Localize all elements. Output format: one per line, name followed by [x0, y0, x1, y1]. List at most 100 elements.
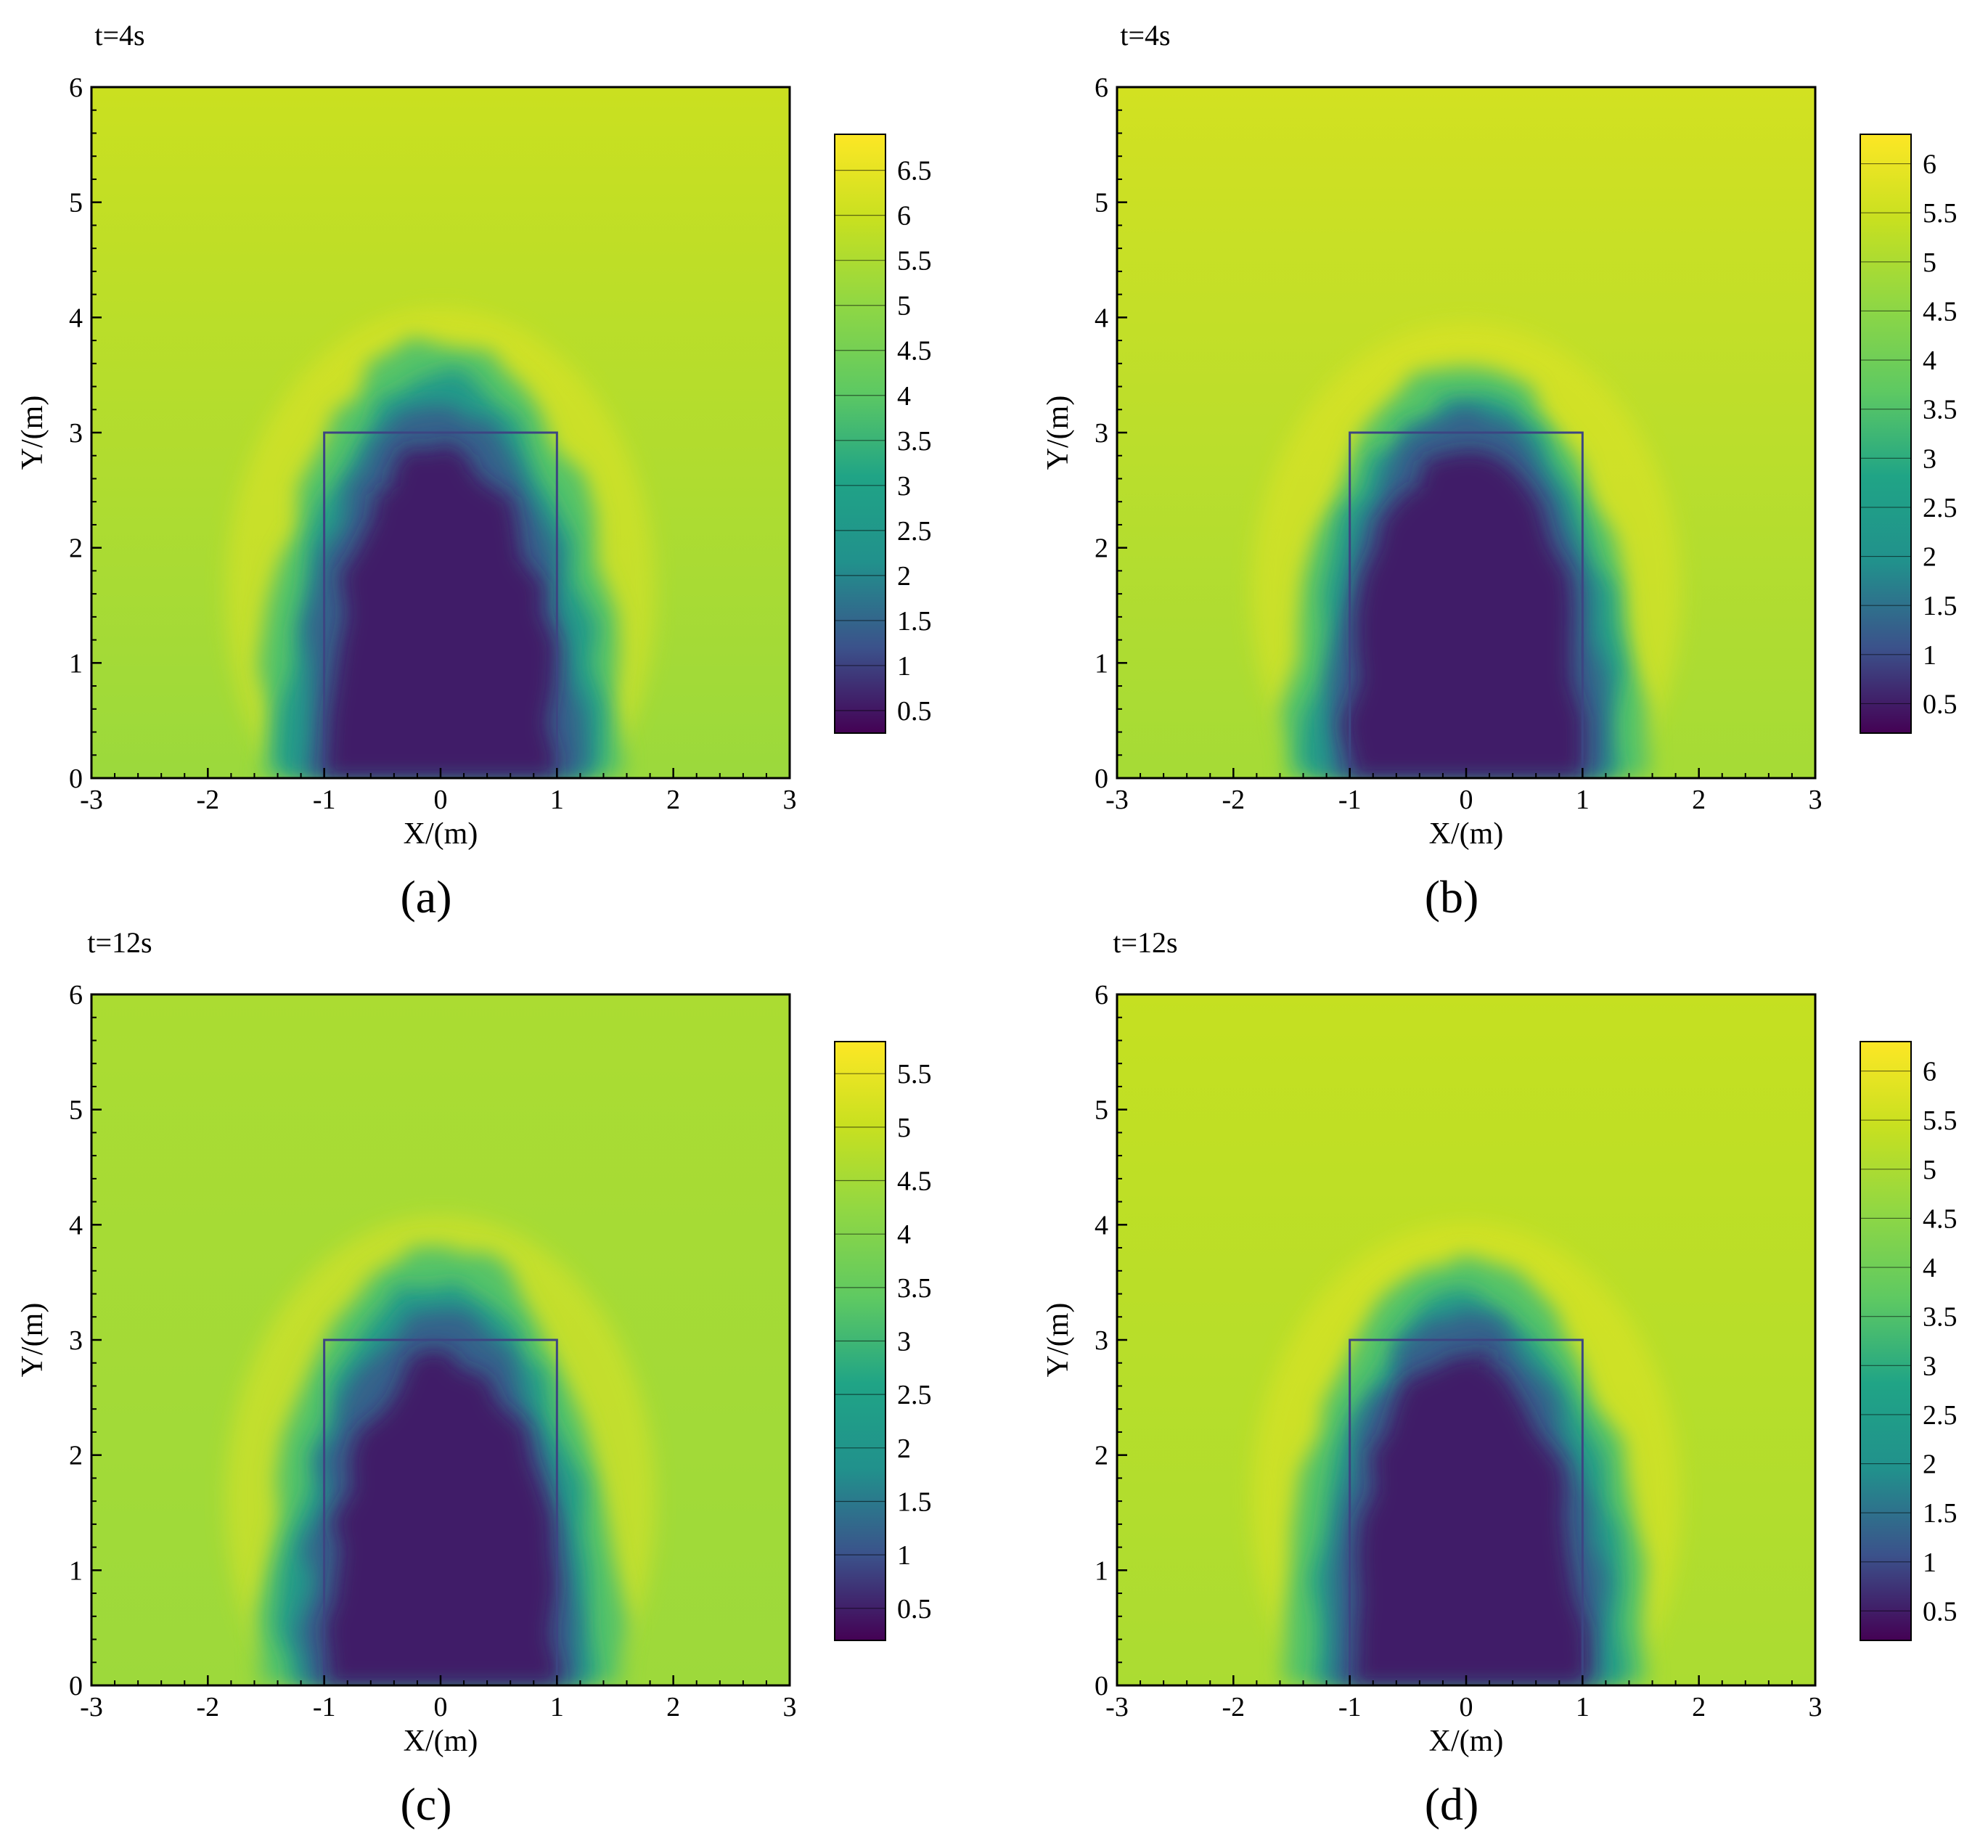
colorbar-tick-label: 3	[1923, 443, 1936, 474]
colorbar-tick-label: 1.5	[1923, 591, 1958, 621]
y-tick-label: 3	[69, 418, 83, 449]
colorbar-tick-label: 6.5	[897, 156, 932, 187]
panel-c: -3 -2 -1 0 1 2 3 0 1 2 3 4 5 6 X/(m) Y/(m) t=12s (c) 0.5 1 1…	[16, 926, 932, 1830]
panel-label: (d)	[1425, 1778, 1479, 1830]
colorbar-gradient	[1860, 134, 1912, 734]
x-tick-label: -3	[80, 785, 103, 815]
y-tick-label: 0	[69, 764, 83, 794]
colorbar-tick-label: 5	[897, 291, 911, 322]
x-axis-label: X/(m)	[404, 1725, 478, 1758]
colorbar-tick-label: 2.5	[897, 516, 932, 547]
x-tick-label: 0	[434, 785, 448, 815]
x-tick-label: -1	[313, 1692, 336, 1722]
colorbar-tick-label: 4	[897, 1219, 911, 1250]
y-tick-label: 1	[1095, 648, 1108, 679]
panel-label: (a)	[400, 871, 451, 923]
colorbar-tick-label: 3	[897, 1327, 911, 1357]
colorbar-tick-label: 2.5	[1923, 493, 1958, 523]
plume-layer-3	[324, 441, 557, 778]
colorbar-gradient	[1860, 1041, 1912, 1641]
x-tick-label: 0	[434, 1692, 448, 1722]
colorbar-tick-label: 0.5	[897, 696, 932, 727]
colorbar-tick-label: 1.5	[897, 1487, 932, 1517]
colorbar-tick-label: 5.5	[1923, 198, 1958, 229]
colorbar-tick-label: 2	[1923, 542, 1936, 573]
x-axis-label: X/(m)	[1429, 1725, 1504, 1758]
x-tick-label: 3	[1809, 1692, 1823, 1722]
colorbar-tick-label: 4	[1923, 346, 1936, 376]
heatmap-field	[91, 87, 790, 778]
y-axis-label: Y/(m)	[1042, 396, 1075, 470]
y-tick-label: 4	[69, 1210, 83, 1240]
y-tick-label: 1	[1095, 1555, 1108, 1586]
colorbar-tick-label: 1.5	[1923, 1498, 1958, 1529]
colorbar-tick-label: 2	[1923, 1450, 1936, 1480]
colorbar-tick-label: 1	[897, 1540, 911, 1571]
heatmap-field	[1117, 87, 1815, 778]
colorbar-tick-label: 6	[1923, 150, 1936, 180]
structure-outline	[1349, 431, 1584, 778]
y-tick-label: 0	[1095, 1671, 1108, 1701]
x-tick-label: 1	[550, 785, 564, 815]
x-tick-label: 0	[1460, 785, 1473, 815]
x-tick-label: 3	[783, 1692, 797, 1722]
y-tick-label: 5	[1095, 1095, 1108, 1126]
plume-layer-3	[1342, 450, 1584, 778]
x-tick-label: 3	[783, 785, 797, 815]
colorbar-tick-label: 4.5	[897, 1166, 932, 1197]
colorbar-tick-label: 5	[897, 1113, 911, 1143]
colorbar-tick-label: 6	[897, 201, 911, 232]
x-tick-label: -2	[1222, 1692, 1245, 1722]
y-tick-label: 6	[69, 73, 83, 103]
y-tick-label: 4	[1095, 1210, 1108, 1240]
colorbar-tick-label: 4	[897, 381, 911, 412]
colorbar-tick-label: 6	[1923, 1057, 1936, 1087]
y-tick-label: 2	[69, 1441, 83, 1471]
panel-label: (c)	[400, 1778, 451, 1830]
panel-b: -3 -2 -1 0 1 2 3 0 1 2 3 4 5 6 X/(m) Y/(m) t=4s (b) 0.5 1 1.…	[1042, 19, 1958, 923]
y-tick-label: 5	[69, 1095, 83, 1126]
time-label: t=12s	[87, 926, 152, 959]
colorbar-tick-label: 5.5	[897, 246, 932, 277]
time-label: t=12s	[1113, 926, 1177, 959]
y-tick-label: 4	[69, 303, 83, 333]
x-tick-label: -1	[1338, 1692, 1362, 1722]
x-axis-label: X/(m)	[1429, 817, 1504, 851]
x-tick-label: 2	[1692, 785, 1706, 815]
colorbar-tick-label: 1	[897, 651, 911, 682]
colorbar: 0.5 1 1.5 2 2.5 3 3.5 4 4.5 5 5.5	[834, 1041, 932, 1641]
colorbar-tick-label: 2.5	[1923, 1400, 1958, 1431]
x-tick-label: -2	[1222, 785, 1245, 815]
x-tick-label: 1	[1576, 785, 1590, 815]
time-label: t=4s	[94, 19, 144, 52]
colorbar-tick-label: 1	[1923, 1548, 1936, 1578]
x-tick-label: 2	[1692, 1692, 1706, 1722]
x-tick-label: -1	[313, 785, 336, 815]
colorbar: 0.5 1 1.5 2 2.5 3 3.5 4 4.5 5 5.5 6	[1860, 134, 1958, 734]
x-tick-label: -3	[1105, 785, 1129, 815]
panel-label: (b)	[1425, 871, 1479, 923]
y-tick-label: 5	[1095, 188, 1108, 218]
y-tick-label: 4	[1095, 303, 1108, 333]
colorbar-tick-label: 2	[897, 561, 911, 592]
colorbar-tick-label: 4.5	[1923, 1203, 1958, 1234]
y-tick-label: 5	[69, 188, 83, 218]
structure-outline	[323, 431, 558, 778]
y-axis-label: Y/(m)	[16, 396, 49, 470]
panel-d: -3 -2 -1 0 1 2 3 0 1 2 3 4 5 6 X/(m) Y/(m) t=12s (d) 0.5 1 1…	[1042, 926, 1958, 1830]
colorbar-tick-label: 1.5	[897, 606, 932, 637]
plume-layer-3	[324, 1349, 561, 1685]
colorbar-tick-label: 5	[1923, 1155, 1936, 1185]
structure-outline	[1349, 1338, 1584, 1685]
panel-a: -3 -2 -1 0 1 2 3 0 1 2 3 4 5 6 X/(m) Y/(m) t=4s (a) 0.5 1 1.…	[16, 19, 932, 923]
x-tick-label: -2	[197, 1692, 220, 1722]
y-tick-label: 2	[1095, 533, 1108, 564]
x-axis-label: X/(m)	[404, 817, 478, 851]
y-axis-label: Y/(m)	[16, 1303, 49, 1378]
x-tick-label: 1	[1576, 1692, 1590, 1722]
colorbar-tick-label: 4.5	[1923, 296, 1958, 327]
heatmap-field	[1117, 994, 1815, 1685]
colorbar-tick-label: 3.5	[897, 1273, 932, 1304]
x-tick-label: 3	[1809, 785, 1823, 815]
colorbar: 0.5 1 1.5 2 2.5 3 3.5 4 4.5 5 5.5 6	[1860, 1041, 1958, 1641]
